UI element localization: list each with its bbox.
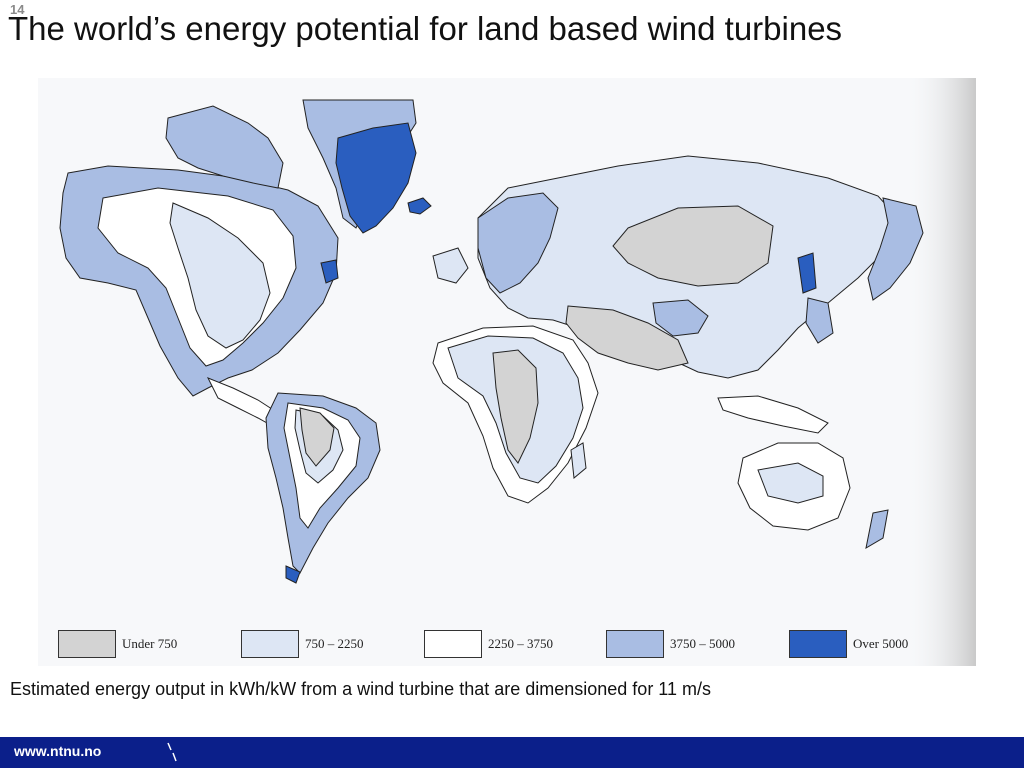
indonesia [717, 395, 829, 434]
legend-label: Under 750 [122, 636, 178, 651]
slide-title: The world’s energy potential for land ba… [8, 10, 843, 47]
newfoundland [320, 259, 339, 284]
sahara-low-zone [492, 349, 539, 464]
sakhalin [797, 252, 817, 294]
tibet-plateau [652, 299, 709, 337]
legend-swatch [241, 630, 299, 658]
kamchatka [867, 197, 924, 301]
world-wind-map [38, 78, 976, 666]
footer-bar: www.ntnu.no [0, 737, 1024, 768]
north-america-plains [169, 202, 271, 349]
legend-swatch [424, 630, 482, 658]
tierra-del-fuego [285, 565, 301, 584]
madagascar [570, 442, 587, 479]
ntnu-logo-mark [167, 742, 177, 762]
greenland [335, 122, 417, 234]
legend-item-3750-5000: 3750 – 5000 [606, 628, 735, 660]
legend-swatch [606, 630, 664, 658]
map-caption: Estimated energy output in kWh/kW from a… [10, 679, 711, 699]
legend-swatch [58, 630, 116, 658]
legend-label: 750 – 2250 [305, 636, 364, 651]
japan [805, 297, 834, 344]
legend-item-under-750: Under 750 [58, 628, 177, 660]
legend-label: Over 5000 [853, 636, 909, 651]
legend-item-750-2250: 750 – 2250 [241, 628, 364, 660]
slide-number: 14 [10, 2, 25, 17]
map-legend: Under 750 750 – 2250 2250 – 3750 3750 – … [58, 628, 958, 664]
africa [432, 325, 599, 504]
british-isles [432, 247, 469, 284]
eurasia [432, 155, 924, 379]
legend-label: 3750 – 5000 [670, 636, 735, 651]
australia-interior [757, 462, 824, 504]
australia [737, 442, 889, 549]
legend-item-over-5000: Over 5000 [789, 628, 908, 660]
siberian-low-zone [612, 205, 774, 287]
world-map-graphic [38, 78, 976, 666]
middle-east-low-zone [565, 305, 689, 371]
page-edge-shadow [908, 78, 976, 666]
canadian-arctic-islands [165, 105, 284, 189]
iceland [407, 197, 432, 215]
legend-swatch [789, 630, 847, 658]
south-america [265, 392, 381, 584]
legend-item-2250-3750: 2250 – 3750 [424, 628, 553, 660]
new-zealand [865, 509, 889, 549]
amazon-low-zone [299, 407, 335, 467]
legend-label: 2250 – 3750 [488, 636, 553, 651]
footer-url[interactable]: www.ntnu.no [14, 743, 102, 759]
northern-europe [477, 192, 559, 294]
